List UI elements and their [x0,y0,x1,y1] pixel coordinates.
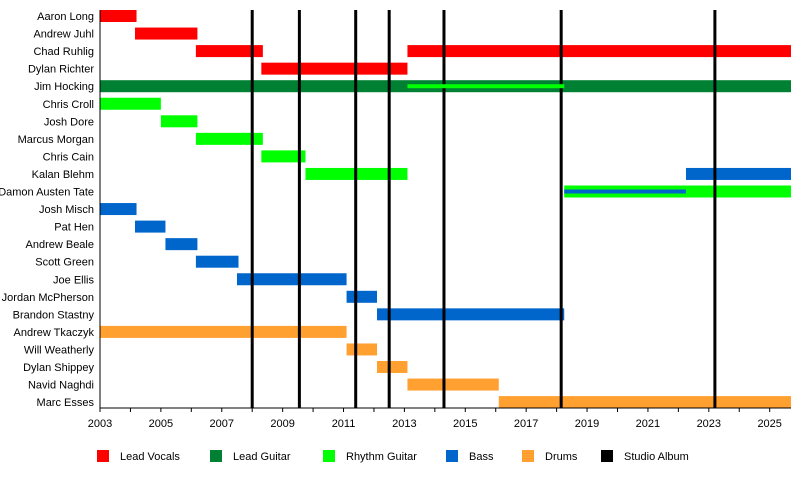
bar-rhythm_guitar [100,97,161,110]
member-label: Jim Hocking [34,81,94,93]
x-tick-label: 2007 [210,418,234,430]
x-tick-label: 2009 [270,418,294,430]
member-label: Marc Esses [37,397,95,409]
x-tick-label: 2011 [332,418,356,430]
bar-drums [346,343,378,356]
legend-swatch-lead_guitar [210,450,222,462]
member-label: Damon Austen Tate [0,187,94,199]
legend-label-studio_album: Studio Album [624,451,689,463]
bar-lead_vocals [195,45,263,58]
legend-swatch-rhythm_guitar [323,450,335,462]
member-label: Chris Croll [43,99,94,111]
bar-drums [498,396,791,409]
x-tick-label: 2005 [149,418,173,430]
member-label: Chris Cain [43,151,94,163]
x-tick-label: 2015 [453,418,477,430]
member-label: Dylan Richter [28,64,94,76]
bar-bass [236,273,347,286]
bar-bass [165,238,198,251]
bar-bass [195,255,239,268]
bar-lead_vocals [100,10,137,22]
legend-swatch-bass [446,450,458,462]
bar-secondary-bass [564,189,686,194]
member-label: Andrew Beale [26,239,95,251]
member-label: Marcus Morgan [18,134,94,146]
bar-lead_vocals [135,27,198,40]
bar-secondary-rhythm_guitar [407,84,565,89]
member-label: Andrew Tkaczyk [14,327,95,339]
x-tick-label: 2017 [514,418,538,430]
bar-bass [135,220,166,233]
legend-label-lead_guitar: Lead Guitar [233,451,291,463]
x-tick-label: 2023 [697,418,721,430]
bar-bass [346,290,378,303]
bar-rhythm_guitar [261,150,306,163]
bar-rhythm_guitar [195,132,263,145]
bar-bass [100,203,137,216]
member-label: Josh Dore [44,116,94,128]
legend-swatch-lead_vocals [97,450,109,462]
member-label: Josh Misch [39,204,94,216]
bar-lead_vocals [261,62,408,75]
bar-rhythm_guitar [160,115,198,128]
legend-swatch-drums [522,450,534,462]
member-label: Scott Green [35,257,94,269]
x-tick-label: 2019 [575,418,599,430]
bar-lead_vocals [407,45,791,58]
legend-swatch-studio_album [601,450,613,462]
member-label: Chad Ruhlig [33,46,94,58]
member-label: Will Weatherly [24,344,95,356]
legend-label-drums: Drums [545,451,578,463]
bar-drums [100,325,347,338]
x-tick-label: 2021 [636,418,660,430]
legend-label-lead_vocals: Lead Vocals [120,451,180,463]
legend-label-bass: Bass [469,451,494,463]
bar-drums [407,378,499,391]
bar-bass [377,308,565,321]
member-label: Andrew Juhl [33,29,94,41]
bar-drums [377,361,408,373]
member-label: Aaron Long [37,11,94,23]
x-tick-label: 2003 [88,418,112,430]
member-label: Kalan Blehm [32,169,94,181]
member-label: Pat Hen [54,222,94,234]
legend-label-rhythm_guitar: Rhythm Guitar [346,451,417,463]
member-label: Navid Naghdi [28,380,94,392]
x-tick-label: 2013 [392,418,416,430]
member-label: Jordan McPherson [2,292,94,304]
member-label: Joe Ellis [53,274,94,286]
bar-bass [685,167,791,180]
member-label: Dylan Shippey [23,362,94,374]
member-label: Brandon Stastny [13,309,95,321]
x-tick-label: 2025 [757,418,781,430]
